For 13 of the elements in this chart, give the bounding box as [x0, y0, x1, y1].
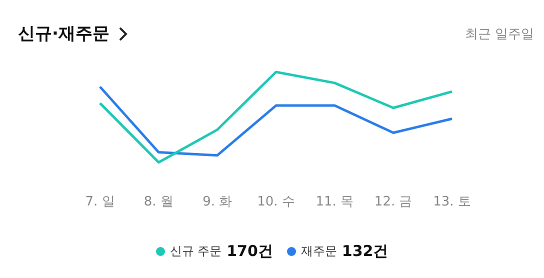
x-tick-label: 13. 토 — [433, 194, 471, 210]
legend-label: 신규 주문 — [170, 243, 222, 260]
chart-title: 신규·재주문 — [18, 23, 110, 45]
text: 132건 — [342, 242, 388, 261]
text: 170건 — [226, 242, 273, 261]
x-tick-label: 8. 월 — [144, 194, 174, 210]
legend-label: 재주문 — [300, 243, 337, 260]
x-tick-label: 9. 화 — [202, 194, 232, 210]
chart-subtitle: 최근 일주일 — [464, 26, 534, 43]
x-tick-label: 10. 수 — [257, 194, 295, 210]
x-tick-label: 11. 목 — [316, 194, 354, 210]
x-tick-label: 12. 금 — [374, 194, 412, 210]
x-tick-label: 7. 일 — [85, 194, 115, 210]
